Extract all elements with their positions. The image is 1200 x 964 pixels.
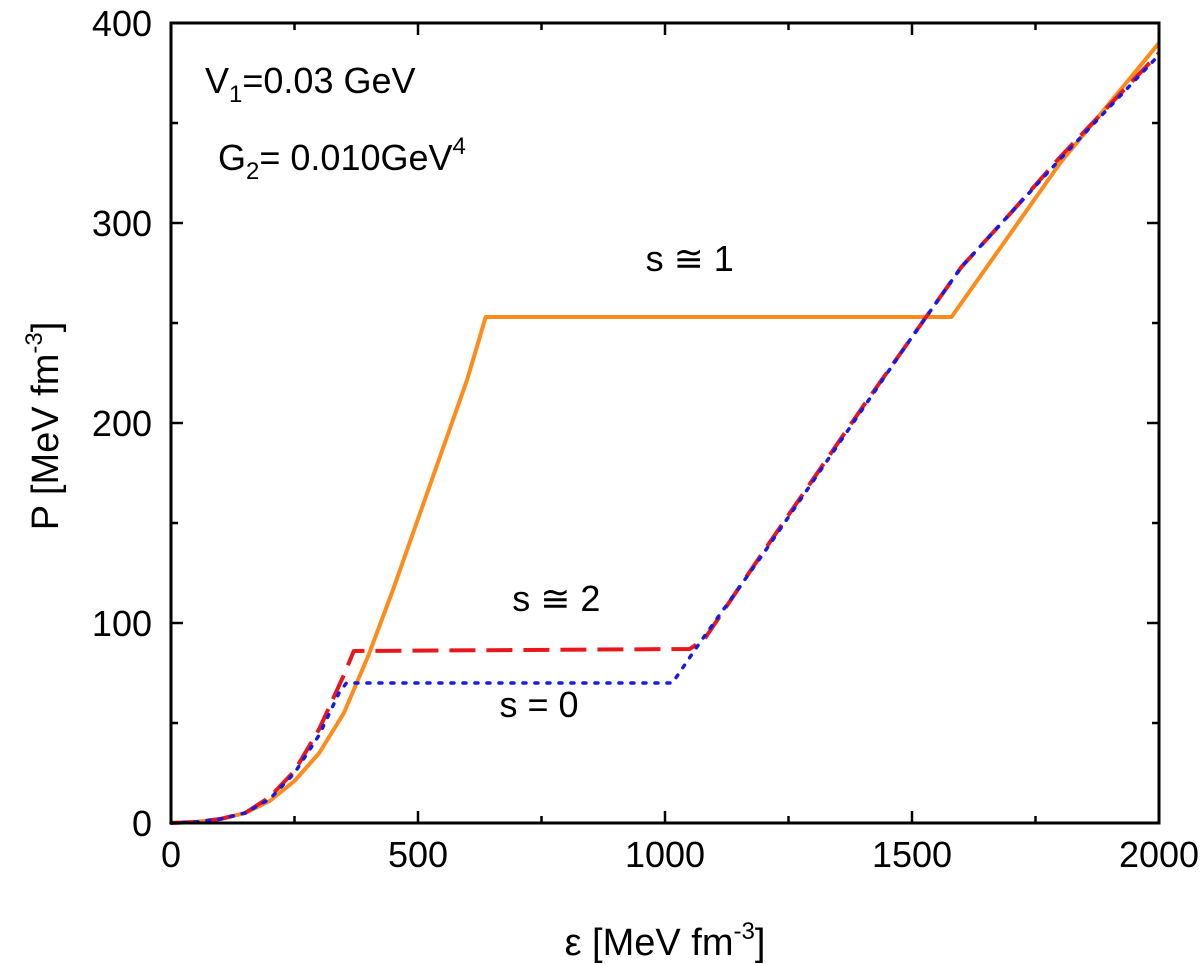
y-tick-label: 400 (92, 3, 152, 44)
x-axis-title: ε [MeV fm-3] (565, 918, 766, 964)
series-label-3: s = 0 (499, 684, 578, 725)
x-tick-label: 2000 (1119, 834, 1199, 875)
tick-labels: 0 500 1000 1500 2000 0 100 200 300 400 (92, 3, 1199, 875)
series-label-2: s ≅ 2 (512, 578, 600, 619)
plot-lines (169, 41, 1161, 825)
series-label-1: s ≅ 1 (646, 238, 734, 279)
series-labels: s ≅ 1 s ≅ 2 s = 0 (499, 238, 733, 725)
x-tick-label: 500 (388, 834, 448, 875)
y-axis-title: P [MeV fm-3] (21, 322, 67, 531)
y-tick-label: 0 (132, 803, 152, 844)
y-tick-label: 300 (92, 203, 152, 244)
axis-ticks (169, 21, 1161, 825)
y-tick-label: 200 (92, 403, 152, 444)
series-line-2 (170, 51, 1161, 825)
x-tick-label: 0 (161, 834, 181, 875)
x-tick-label: 1000 (625, 834, 705, 875)
annotation-g2: G2= 0.010GeV4 (218, 133, 466, 185)
x-tick-label: 1500 (872, 834, 952, 875)
y-tick-label: 100 (92, 603, 152, 644)
annotation-v1: V1=0.03 GeV (205, 60, 416, 108)
